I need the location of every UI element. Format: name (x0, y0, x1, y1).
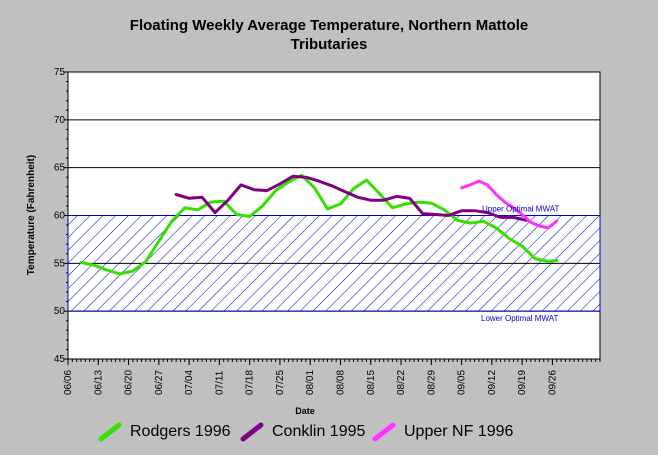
x-tick-label-06-13: 06/13 (93, 370, 104, 395)
x-tick-label-08-29: 08/29 (426, 370, 437, 395)
legend-item-rodgers-1996: Rodgers 1996 (98, 420, 231, 444)
y-axis-label: Temperature (Fahrenheit) (26, 155, 37, 275)
upper-optimal-mwat-label: Upper Optimal MWAT (482, 205, 559, 214)
x-tick-label-09-19: 09/19 (517, 370, 528, 395)
x-tick-label-06-06: 06/06 (63, 370, 74, 395)
y-tick-label-60: 60 (54, 211, 66, 222)
lower-optimal-mwat-label: Lower Optimal MWAT (481, 314, 558, 323)
legend-item-conklin-1995: Conklin 1995 (240, 420, 365, 444)
x-tick-label-07-11: 07/11 (214, 370, 225, 395)
chart-title-line1: Floating Weekly Average Temperature, Nor… (129, 17, 529, 34)
y-tick-label-75: 75 (54, 67, 66, 78)
series-line-1 (174, 174, 528, 222)
x-tick-label-07-25: 07/25 (275, 370, 286, 395)
series-line-2 (460, 179, 559, 230)
x-tick-label-07-18: 07/18 (245, 370, 256, 395)
x-tick-label-06-20: 06/20 (124, 370, 135, 395)
x-tick-label-09-26: 09/26 (547, 370, 558, 395)
legend: Rodgers 1996 Conklin 1995 Upper NF 1996 (0, 420, 658, 444)
legend-swatch-conklin (240, 422, 264, 442)
y-tick-label-70: 70 (54, 115, 66, 126)
chart-title-line2: Tributaries (290, 36, 368, 53)
x-tick-label-09-12: 09/12 (487, 370, 498, 395)
x-tick-label-08-01: 08/01 (305, 370, 316, 395)
y-tick-label-50: 50 (54, 306, 66, 317)
x-tick-label-06-27: 06/27 (154, 370, 165, 395)
legend-label-rodgers: Rodgers 1996 (130, 423, 231, 440)
x-tick-label-08-08: 08/08 (335, 370, 346, 395)
legend-swatch-rodgers (98, 422, 122, 442)
legend-label-conklin: Conklin 1995 (272, 423, 366, 440)
legend-item-upper-nf-1996: Upper NF 1996 (372, 420, 513, 444)
x-tick-label-08-22: 08/22 (396, 370, 407, 395)
x-axis-label: Date (295, 406, 315, 416)
series-line-0 (79, 173, 559, 276)
y-tick-label-65: 65 (54, 163, 66, 174)
x-tick-label-09-05: 09/05 (457, 370, 468, 395)
x-tick-label-07-04: 07/04 (184, 370, 195, 395)
y-tick-label-55: 55 (54, 258, 66, 269)
x-tick-label-08-15: 08/15 (366, 370, 377, 395)
y-tick-label-45: 45 (54, 354, 66, 365)
legend-label-upper-nf: Upper NF 1996 (404, 423, 514, 440)
optimal-mwat-band (67, 215, 601, 312)
legend-swatch-upper-nf (372, 422, 396, 442)
